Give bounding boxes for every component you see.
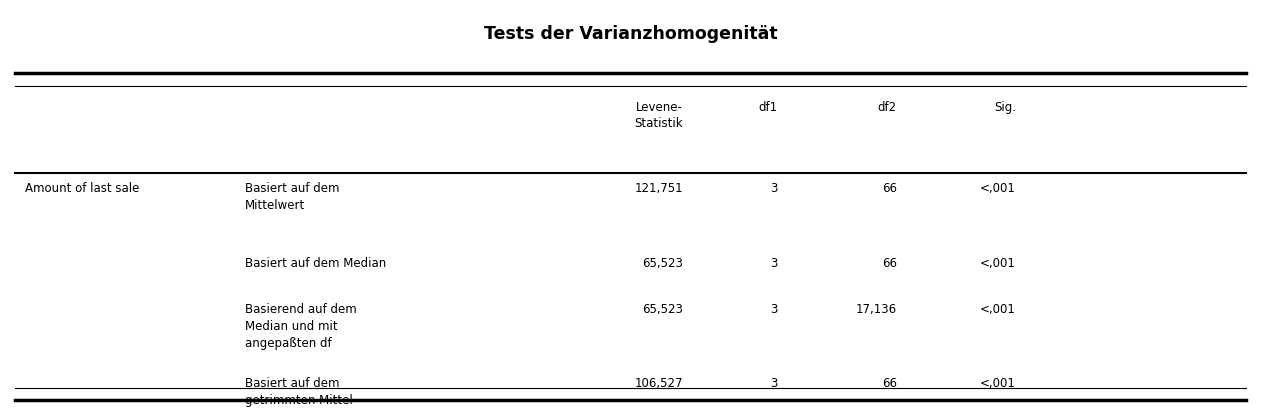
Text: Tests der Varianzhomogenität: Tests der Varianzhomogenität — [484, 25, 777, 43]
Text: Amount of last sale: Amount of last sale — [25, 182, 140, 195]
Text: Basiert auf dem Median: Basiert auf dem Median — [245, 257, 386, 270]
Text: 3: 3 — [770, 182, 777, 195]
Text: 106,527: 106,527 — [634, 377, 683, 391]
Text: 3: 3 — [770, 303, 777, 316]
Text: Basiert auf dem
getrimmten Mittel: Basiert auf dem getrimmten Mittel — [245, 377, 353, 407]
Text: 3: 3 — [770, 257, 777, 270]
Text: 17,136: 17,136 — [855, 303, 897, 316]
Text: 66: 66 — [881, 377, 897, 391]
Text: Sig.: Sig. — [994, 102, 1016, 114]
Text: 66: 66 — [881, 257, 897, 270]
Text: <,001: <,001 — [980, 377, 1016, 391]
Text: df2: df2 — [878, 102, 897, 114]
Text: df1: df1 — [758, 102, 777, 114]
Text: Basiert auf dem
Mittelwert: Basiert auf dem Mittelwert — [245, 182, 339, 212]
Text: 66: 66 — [881, 182, 897, 195]
Text: 3: 3 — [770, 377, 777, 391]
Text: Basierend auf dem
Median und mit
angepaßten df: Basierend auf dem Median und mit angepaß… — [245, 303, 357, 350]
Text: 121,751: 121,751 — [634, 182, 683, 195]
Text: <,001: <,001 — [980, 257, 1016, 270]
Text: Levene-
Statistik: Levene- Statistik — [634, 102, 683, 131]
Text: <,001: <,001 — [980, 182, 1016, 195]
Text: <,001: <,001 — [980, 303, 1016, 316]
Text: 65,523: 65,523 — [642, 257, 683, 270]
Text: 65,523: 65,523 — [642, 303, 683, 316]
